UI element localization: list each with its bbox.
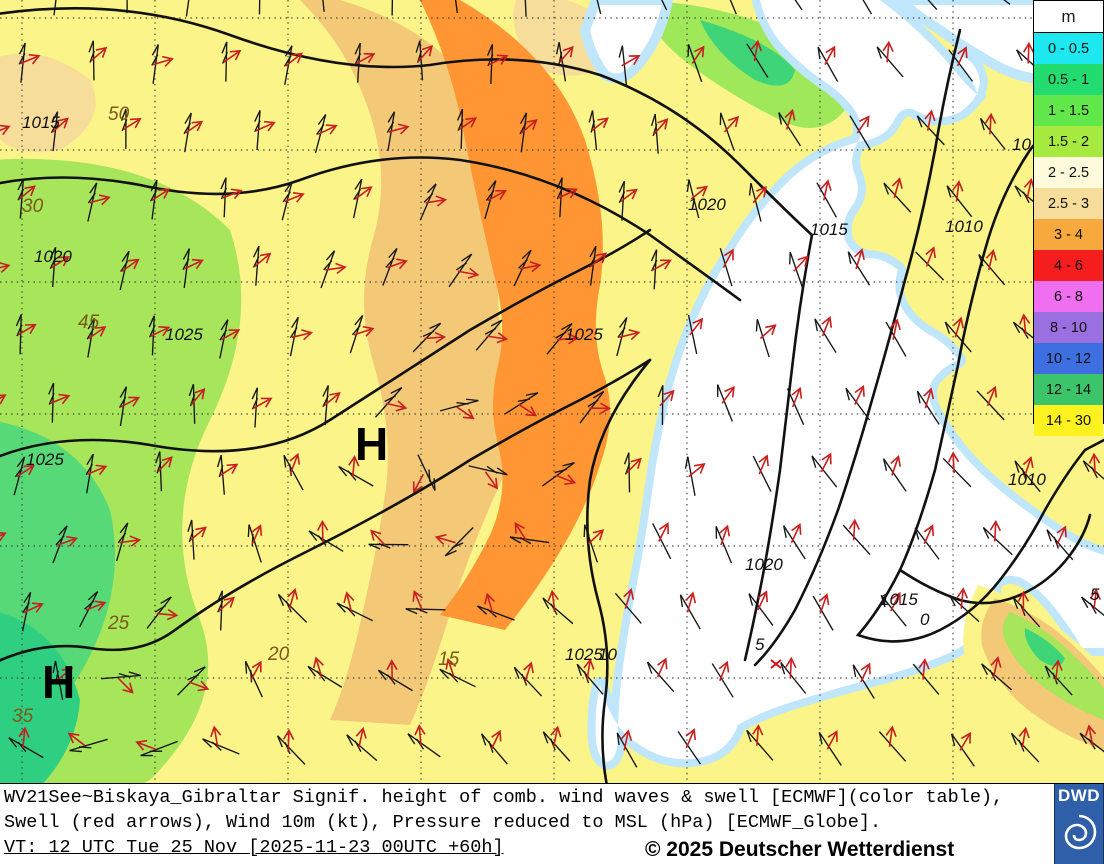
svg-text:30: 30 — [22, 196, 44, 217]
svg-text:50: 50 — [108, 104, 130, 125]
svg-text:45: 45 — [78, 312, 100, 333]
svg-text:15: 15 — [438, 649, 460, 670]
svg-text:H: H — [355, 418, 388, 470]
svg-text:H: H — [42, 656, 75, 708]
svg-text:20: 20 — [267, 644, 290, 665]
svg-text:25: 25 — [107, 613, 130, 634]
svg-text:35: 35 — [12, 706, 34, 727]
